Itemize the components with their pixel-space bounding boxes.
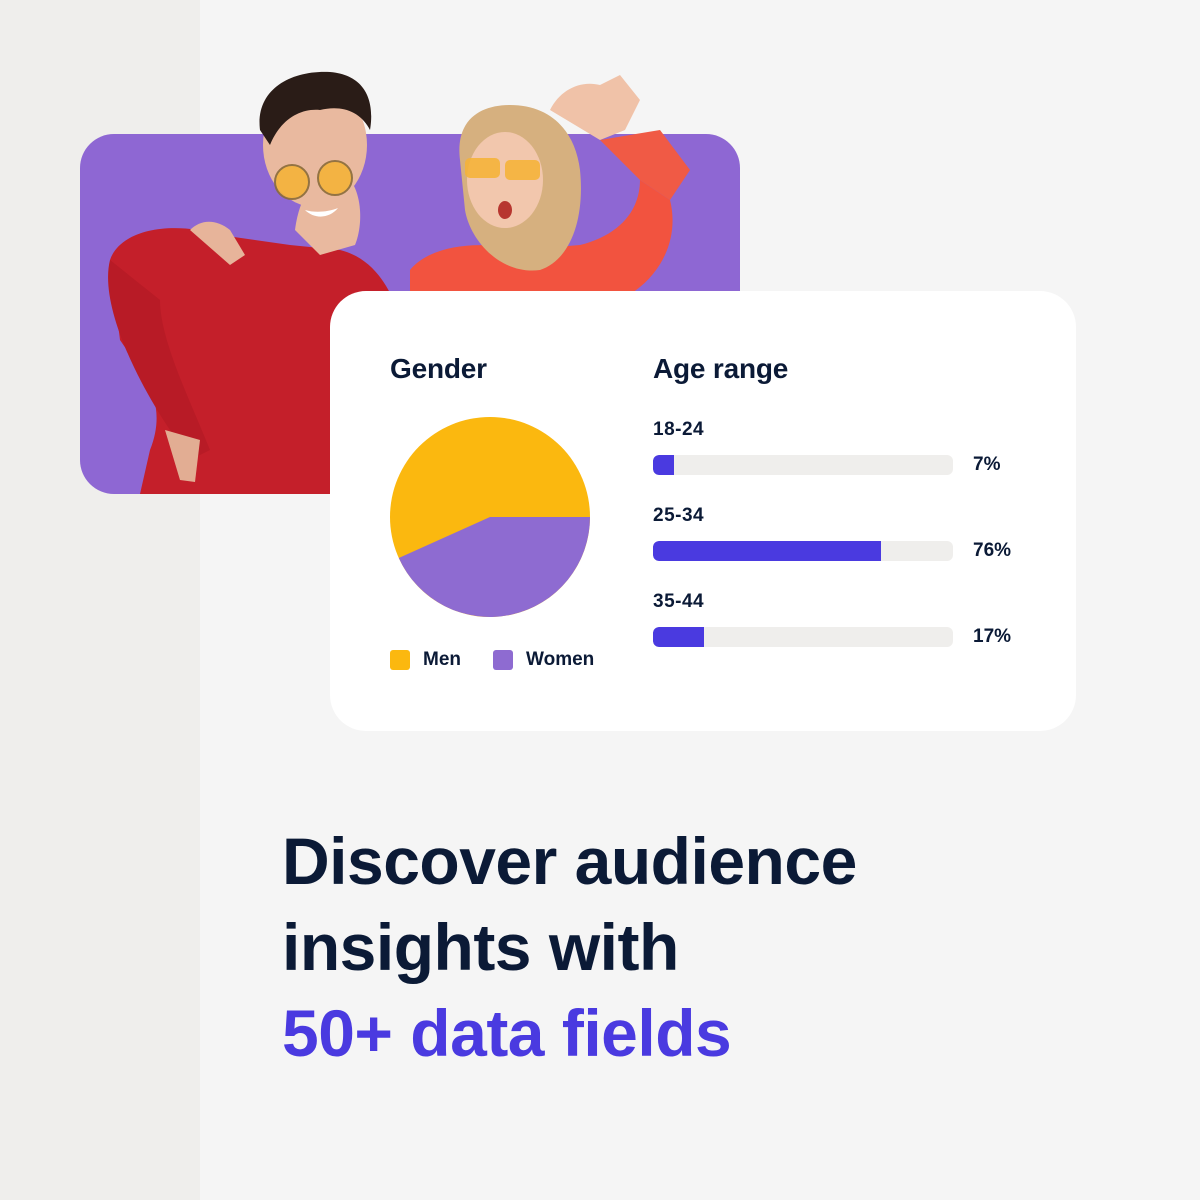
audience-stats-card: Gender Men Women Age range 18-24 7% 25-3… [330,291,1076,731]
legend-item-men: Men [390,649,461,671]
headline-line-1: Discover audience [282,824,857,898]
legend-label-men: Men [423,649,461,670]
age-bar-track [653,455,953,475]
age-percent: 17% [973,626,1012,647]
age-label: 18-24 [653,419,705,440]
age-row-35-44: 35-44 17% [653,591,1033,647]
age-row-18-24: 18-24 7% [653,419,1033,475]
gender-legend: Men Women [390,649,626,671]
age-bar-track [653,541,953,561]
age-bar-fill [653,541,881,561]
age-percent: 76% [973,540,1012,561]
headline-accent-line: 50+ data fields [282,996,732,1070]
age-bar-track [653,627,953,647]
age-bar-fill [653,455,674,475]
age-label: 35-44 [653,591,705,612]
women-swatch-icon [493,650,513,670]
men-swatch-icon [390,650,410,670]
legend-item-women: Women [493,649,594,671]
pie-slice-women [398,517,590,617]
gender-title: Gender [390,353,487,384]
age-label: 25-34 [653,505,705,526]
age-range-title: Age range [653,353,789,384]
gender-pie-chart [390,417,590,617]
headline: Discover audience insights with 50+ data… [282,818,857,1076]
headline-line-2: insights with [282,910,679,984]
legend-label-women: Women [526,649,595,670]
age-bar-fill [653,627,704,647]
age-row-25-34: 25-34 76% [653,505,1033,561]
age-percent: 7% [973,454,1001,475]
